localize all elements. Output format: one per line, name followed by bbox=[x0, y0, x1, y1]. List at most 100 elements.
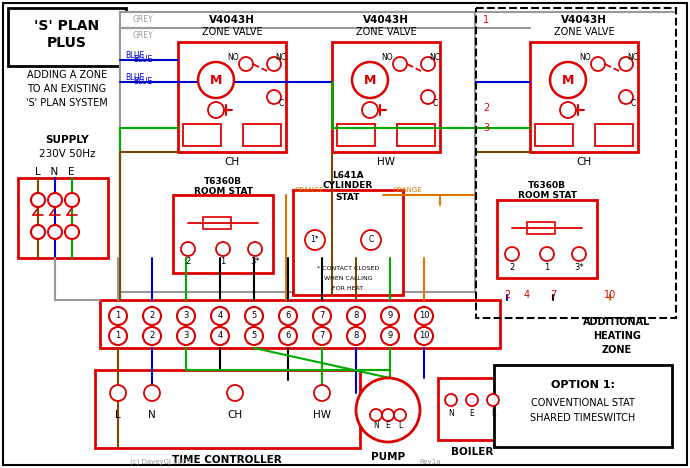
Text: 230V 50Hz: 230V 50Hz bbox=[39, 149, 95, 159]
Circle shape bbox=[619, 57, 633, 71]
Bar bbox=[337, 124, 375, 146]
Bar bbox=[476, 8, 676, 318]
Circle shape bbox=[245, 307, 263, 325]
Text: 2: 2 bbox=[504, 290, 510, 300]
Circle shape bbox=[550, 62, 586, 98]
Bar bbox=[18, 178, 108, 258]
Text: ORANGE: ORANGE bbox=[393, 187, 422, 193]
Text: NC: NC bbox=[275, 52, 286, 61]
Text: 3: 3 bbox=[184, 331, 188, 341]
Circle shape bbox=[48, 225, 62, 239]
Circle shape bbox=[415, 307, 433, 325]
Text: 8: 8 bbox=[353, 331, 359, 341]
Text: NC: NC bbox=[429, 52, 440, 61]
Text: L   N   E: L N E bbox=[35, 167, 75, 177]
Text: 'S' PLAN SYSTEM: 'S' PLAN SYSTEM bbox=[26, 98, 108, 108]
Text: BLUE: BLUE bbox=[133, 78, 152, 87]
Circle shape bbox=[143, 327, 161, 345]
Text: C: C bbox=[278, 100, 284, 109]
Text: NC: NC bbox=[627, 52, 638, 61]
Text: PUMP: PUMP bbox=[371, 452, 405, 462]
Text: ZONE VALVE: ZONE VALVE bbox=[201, 27, 262, 37]
Circle shape bbox=[65, 225, 79, 239]
Text: HW: HW bbox=[377, 157, 395, 167]
Text: TO AN EXISTING: TO AN EXISTING bbox=[28, 84, 106, 94]
Text: M: M bbox=[210, 73, 222, 87]
Bar bbox=[178, 42, 286, 152]
Bar bbox=[203, 217, 231, 229]
Text: 5: 5 bbox=[251, 331, 257, 341]
Circle shape bbox=[560, 102, 576, 118]
Text: (c) DaveyGJ 2009: (c) DaveyGJ 2009 bbox=[130, 459, 191, 465]
Text: 1: 1 bbox=[115, 331, 121, 341]
Text: E: E bbox=[386, 422, 391, 431]
Circle shape bbox=[208, 102, 224, 118]
Text: WHEN CALLING: WHEN CALLING bbox=[324, 276, 373, 280]
Bar bbox=[183, 124, 221, 146]
Bar bbox=[494, 365, 672, 447]
Text: C: C bbox=[433, 100, 437, 109]
Text: 3*: 3* bbox=[250, 257, 260, 266]
Circle shape bbox=[245, 327, 263, 345]
Text: BLUE: BLUE bbox=[125, 51, 144, 60]
Text: E: E bbox=[470, 409, 475, 417]
Text: 7: 7 bbox=[319, 312, 325, 321]
Circle shape bbox=[143, 307, 161, 325]
Text: 1: 1 bbox=[483, 15, 489, 25]
Circle shape bbox=[362, 102, 378, 118]
Circle shape bbox=[347, 327, 365, 345]
Circle shape bbox=[421, 57, 435, 71]
Bar bbox=[95, 370, 360, 448]
Circle shape bbox=[181, 242, 195, 256]
Text: ROOM STAT: ROOM STAT bbox=[518, 191, 577, 200]
Text: N: N bbox=[373, 422, 379, 431]
Text: T6360B: T6360B bbox=[528, 182, 566, 190]
Text: 7: 7 bbox=[319, 331, 325, 341]
Text: 1: 1 bbox=[220, 257, 226, 266]
Text: 9: 9 bbox=[387, 312, 393, 321]
Text: BOILER: BOILER bbox=[451, 447, 493, 457]
Circle shape bbox=[109, 307, 127, 325]
Circle shape bbox=[31, 193, 45, 207]
Circle shape bbox=[279, 307, 297, 325]
Text: CYLINDER: CYLINDER bbox=[323, 182, 373, 190]
Text: STAT: STAT bbox=[336, 193, 360, 203]
Text: BLUE: BLUE bbox=[133, 56, 152, 65]
Text: C: C bbox=[631, 100, 635, 109]
Circle shape bbox=[356, 378, 420, 442]
Circle shape bbox=[393, 57, 407, 71]
Text: 6: 6 bbox=[285, 331, 290, 341]
Text: L: L bbox=[491, 409, 495, 417]
Text: 2: 2 bbox=[509, 263, 515, 271]
Circle shape bbox=[445, 394, 457, 406]
Circle shape bbox=[352, 62, 388, 98]
Text: 10: 10 bbox=[419, 331, 429, 341]
Text: NO: NO bbox=[227, 52, 239, 61]
Text: ORANGE: ORANGE bbox=[295, 187, 324, 193]
Circle shape bbox=[347, 307, 365, 325]
Text: NO: NO bbox=[579, 52, 591, 61]
Circle shape bbox=[591, 57, 605, 71]
Circle shape bbox=[394, 409, 406, 421]
Circle shape bbox=[65, 193, 79, 207]
Bar bbox=[120, 12, 475, 292]
Text: 1: 1 bbox=[115, 312, 121, 321]
Text: CH: CH bbox=[576, 157, 591, 167]
Text: SUPPLY: SUPPLY bbox=[45, 135, 89, 145]
Bar bbox=[397, 124, 435, 146]
Bar bbox=[8, 8, 126, 66]
Text: CH: CH bbox=[228, 410, 243, 420]
Text: 4: 4 bbox=[524, 290, 530, 300]
Circle shape bbox=[415, 327, 433, 345]
Text: BLUE: BLUE bbox=[125, 73, 144, 82]
Text: ZONE: ZONE bbox=[602, 345, 632, 355]
Text: PLUS: PLUS bbox=[47, 36, 87, 50]
Text: OPTION 1:: OPTION 1: bbox=[551, 380, 615, 390]
Circle shape bbox=[370, 409, 382, 421]
Text: L: L bbox=[398, 422, 402, 431]
Text: CONVENTIONAL STAT: CONVENTIONAL STAT bbox=[531, 398, 635, 408]
Text: 2: 2 bbox=[149, 312, 155, 321]
Text: 6: 6 bbox=[285, 312, 290, 321]
Bar bbox=[120, 28, 475, 292]
Text: 5: 5 bbox=[251, 312, 257, 321]
